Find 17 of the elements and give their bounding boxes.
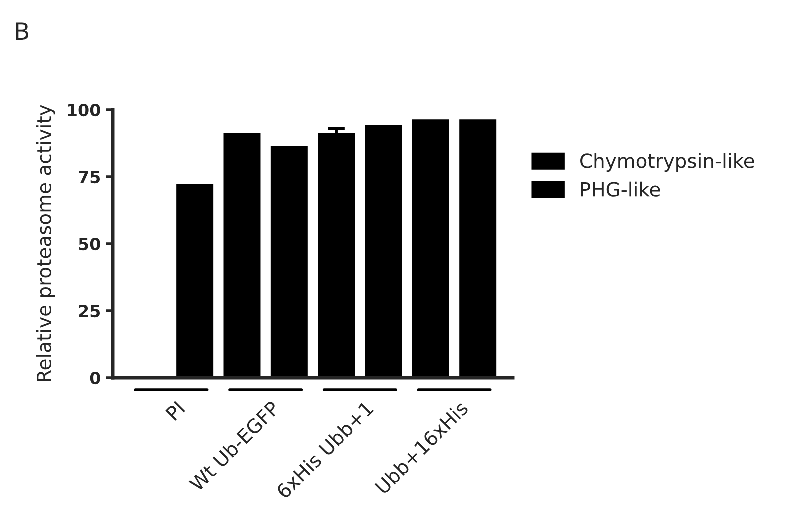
- y-tick-label: 75: [79, 171, 100, 184]
- bar: [270, 146, 308, 378]
- legend-label: Chymotrypsin-like: [580, 153, 754, 172]
- x-tick-label: PI: [166, 401, 186, 421]
- bar: [176, 184, 214, 378]
- bar: [412, 120, 450, 378]
- y-tick-label: 50: [79, 238, 100, 251]
- bar: [318, 133, 356, 378]
- y-tick-label: 25: [79, 304, 100, 318]
- y-axis-title: Relative proteasome activity: [36, 105, 56, 382]
- text: B: [16, 22, 29, 40]
- legend-label: PHG-like: [581, 182, 660, 197]
- y-tick-label: 100: [68, 104, 100, 117]
- y-tick-label: 0: [90, 372, 100, 385]
- bar: [460, 120, 497, 378]
- bar: [224, 133, 261, 378]
- bar: [365, 125, 402, 378]
